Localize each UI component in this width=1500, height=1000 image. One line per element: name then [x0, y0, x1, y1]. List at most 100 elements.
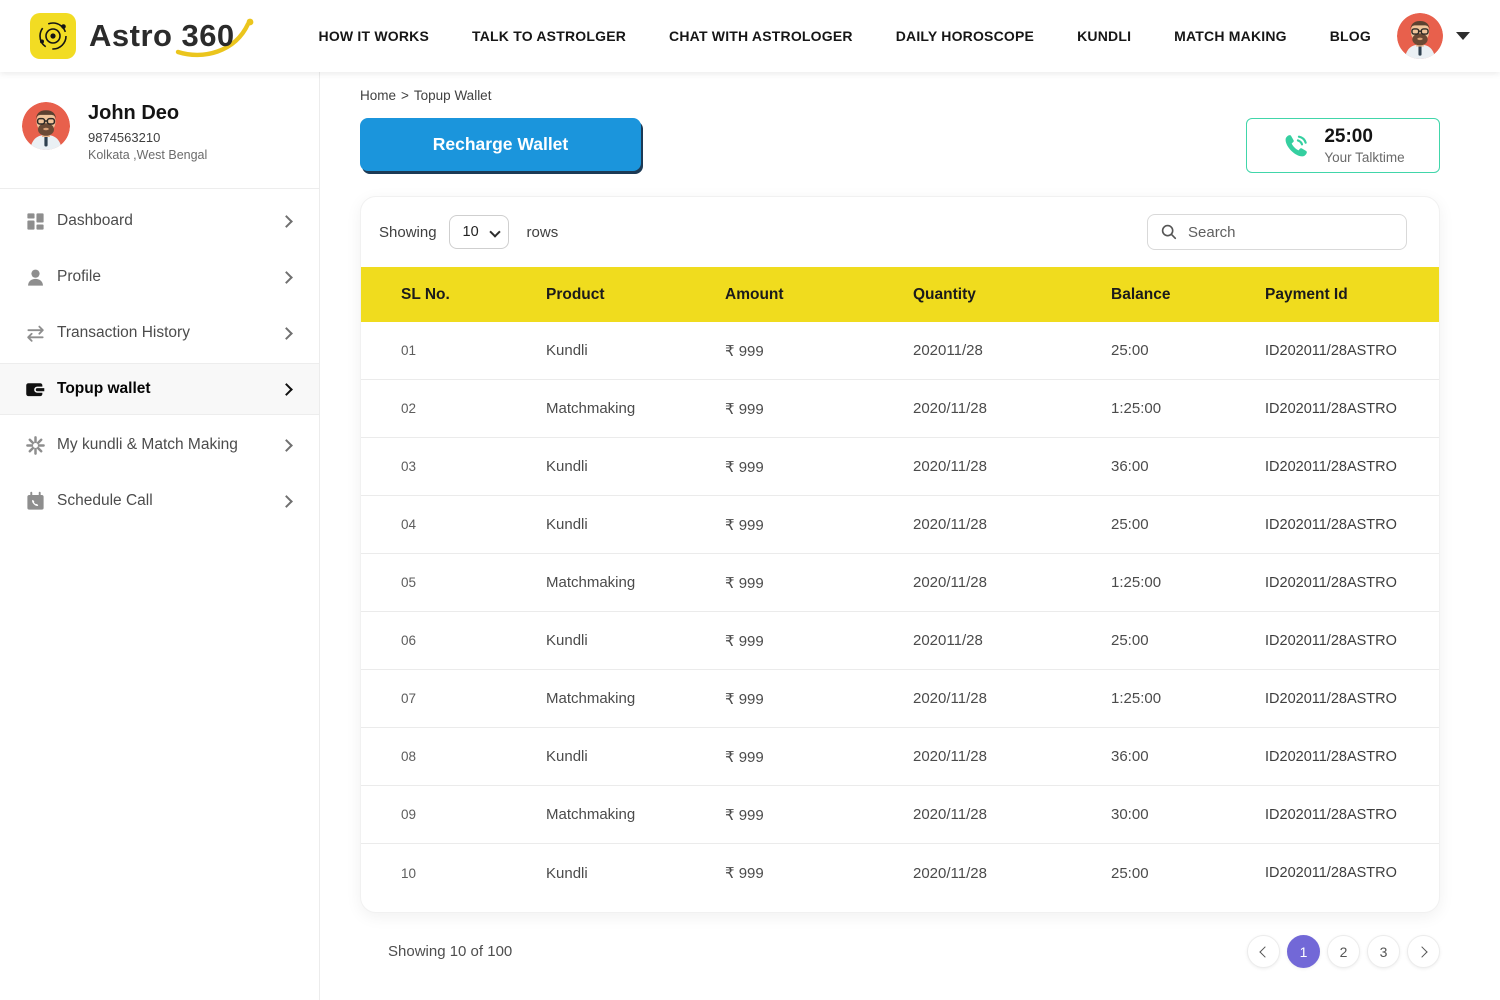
table-row: 07 Matchmaking ₹ 999 2020/11/28 1:25:00 ID202… [361, 670, 1439, 728]
topup-table-card: Showing 10 rows SL No. Product Amount Quant… [360, 196, 1440, 913]
sidebar-item-profile[interactable]: Profile [0, 251, 319, 303]
table-row: 05 Matchmaking ₹ 999 2020/11/28 1:25:00 ID202… [361, 554, 1439, 612]
cell-payment-id: ID202011/28ASTRO [1265, 632, 1397, 649]
cell-quantity: 2020/11/28 [913, 690, 987, 707]
cell-payment-id: ID202011/28ASTRO [1265, 865, 1397, 881]
showing-label: Showing [379, 223, 437, 241]
nav-item-daily-horoscope[interactable]: DAILY HOROSCOPE [895, 28, 1035, 44]
cell-payment-id: ID202011/28ASTRO [1265, 400, 1397, 417]
cell-sl-no: 05 [401, 575, 417, 590]
cell-quantity: 2020/11/28 [913, 574, 987, 591]
cell-amount: ₹ 999 [725, 690, 764, 708]
sidebar-item-topup-wallet[interactable]: Topup wallet [0, 363, 319, 415]
user-menu[interactable] [1397, 13, 1470, 59]
cell-product: Kundli [546, 342, 588, 359]
breadcrumb: Home > Topup Wallet [360, 88, 1440, 103]
table-header-row: SL No. Product Amount Quantity Balance Paymen… [361, 267, 1439, 322]
search-icon [1161, 224, 1177, 240]
cell-product: Matchmaking [546, 574, 636, 591]
talktime-card: 25:00 Your Talktime [1246, 118, 1440, 173]
column-header-sl-no: SL No. [401, 285, 450, 303]
cell-payment-id: ID202011/28ASTRO [1265, 748, 1397, 765]
nav-item-how-it-works[interactable]: HOW IT WORKS [318, 28, 430, 44]
cell-amount: ₹ 999 [725, 632, 764, 650]
nav-item-kundli[interactable]: KUNDLI [1077, 28, 1132, 44]
cell-product: Kundli [546, 458, 588, 475]
pagination-page-1[interactable]: 1 [1287, 935, 1320, 968]
table-row: 08 Kundli ₹ 999 2020/11/28 36:00 ID202011/28A… [361, 728, 1439, 786]
transaction-history-icon [24, 322, 46, 344]
chevron-right-icon [280, 494, 293, 508]
wallet-icon [24, 378, 46, 400]
column-header-balance: Balance [1111, 285, 1171, 303]
cell-amount: ₹ 999 [725, 400, 764, 418]
cell-payment-id: ID202011/28ASTRO [1265, 458, 1397, 475]
cell-payment-id: ID202011/28ASTRO [1265, 516, 1397, 533]
cell-product: Kundli [546, 864, 588, 882]
pagination-prev-button[interactable] [1247, 935, 1280, 968]
cell-quantity: 2020/11/28 [913, 806, 987, 823]
chevron-right-icon [280, 438, 293, 452]
cell-balance: 25:00 [1111, 632, 1149, 649]
cell-quantity: 2020/11/28 [913, 400, 987, 417]
sidebar-item-label: Dashboard [57, 212, 133, 229]
cell-amount: ₹ 999 [725, 458, 764, 476]
chevron-right-icon [1416, 945, 1428, 958]
sidebar-item-transaction-history[interactable]: Transaction History [0, 307, 319, 359]
cell-quantity: 202011/28 [913, 632, 983, 649]
sidebar-menu: Dashboard Profile Transaction History Topup… [0, 189, 319, 527]
nav-item-blog[interactable]: BLOG [1329, 28, 1371, 44]
table-row: 02 Matchmaking ₹ 999 2020/11/28 1:25:00 ID202… [361, 380, 1439, 438]
schedule-call-icon [24, 490, 46, 512]
chevron-left-icon [1259, 945, 1271, 958]
table-row: 04 Kundli ₹ 999 2020/11/28 25:00 ID202011/28A… [361, 496, 1439, 554]
cell-amount: ₹ 999 [725, 342, 764, 360]
column-header-amount: Amount [725, 285, 784, 303]
brand-name-primary: Astro [89, 18, 173, 53]
sidebar-item-schedule-call[interactable]: Schedule Call [0, 475, 319, 527]
recharge-wallet-button[interactable]: Recharge Wallet [360, 118, 641, 171]
pagination-next-button[interactable] [1407, 935, 1440, 968]
cell-balance: 25:00 [1111, 516, 1149, 533]
nav-item-chat-with-astrologer[interactable]: CHAT WITH ASTROLOGER [669, 28, 853, 44]
user-menu-caret-icon[interactable] [1456, 32, 1470, 40]
pagination-page-2[interactable]: 2 [1327, 935, 1360, 968]
chevron-right-icon [280, 214, 293, 228]
cell-balance: 30:00 [1111, 806, 1149, 823]
pagination-page-3[interactable]: 3 [1367, 935, 1400, 968]
table-body: 01 Kundli ₹ 999 202011/28 25:00 ID202011/28AS… [361, 322, 1439, 902]
cell-balance: 1:25:00 [1111, 400, 1162, 417]
table-row: 10 Kundli ₹ 999 2020/11/28 25:00 ID202011/28A… [361, 844, 1439, 902]
breadcrumb-home[interactable]: Home [360, 88, 397, 103]
phone-talktime-icon [1281, 131, 1311, 161]
sidebar-item-dashboard[interactable]: Dashboard [0, 195, 319, 247]
breadcrumb-current: Topup Wallet [413, 88, 492, 103]
sidebar-item-my-kundli-match-making[interactable]: My kundli & Match Making [0, 419, 319, 471]
user-avatar-icon[interactable] [1397, 13, 1443, 59]
nav-item-talk-to-astrolger[interactable]: TALK TO ASTROLGER [472, 28, 627, 44]
cell-quantity: 202011/28 [913, 342, 983, 359]
cell-amount: ₹ 999 [725, 806, 764, 824]
cell-balance: 36:00 [1111, 748, 1149, 765]
search-input[interactable] [1147, 214, 1407, 250]
cell-amount: ₹ 999 [725, 748, 764, 766]
column-header-quantity: Quantity [913, 285, 976, 303]
cell-product: Kundli [546, 632, 588, 649]
cell-amount: ₹ 999 [725, 516, 764, 534]
cell-product: Kundli [546, 516, 588, 533]
rows-per-page-select[interactable]: 10 [448, 215, 509, 249]
sidebar-item-label: Transaction History [57, 324, 190, 341]
cell-product: Matchmaking [546, 690, 636, 707]
sidebar-item-label: My kundli & Match Making [57, 436, 238, 453]
cell-payment-id: ID202011/28ASTRO [1265, 806, 1397, 823]
kundli-match-icon [24, 434, 46, 456]
chevron-right-icon [280, 326, 293, 340]
header-nav: HOW IT WORKS TALK TO ASTROLGER CHAT WITH A… [319, 28, 1371, 44]
table-summary: Showing 10 of 100 [388, 943, 513, 960]
cell-amount: ₹ 999 [725, 865, 764, 882]
user-phone: 9874563210 [88, 130, 161, 145]
cell-balance: 36:00 [1111, 458, 1149, 475]
brand-logo[interactable]: Astro 360 [30, 13, 254, 59]
nav-item-match-making[interactable]: MATCH MAKING [1174, 28, 1287, 44]
